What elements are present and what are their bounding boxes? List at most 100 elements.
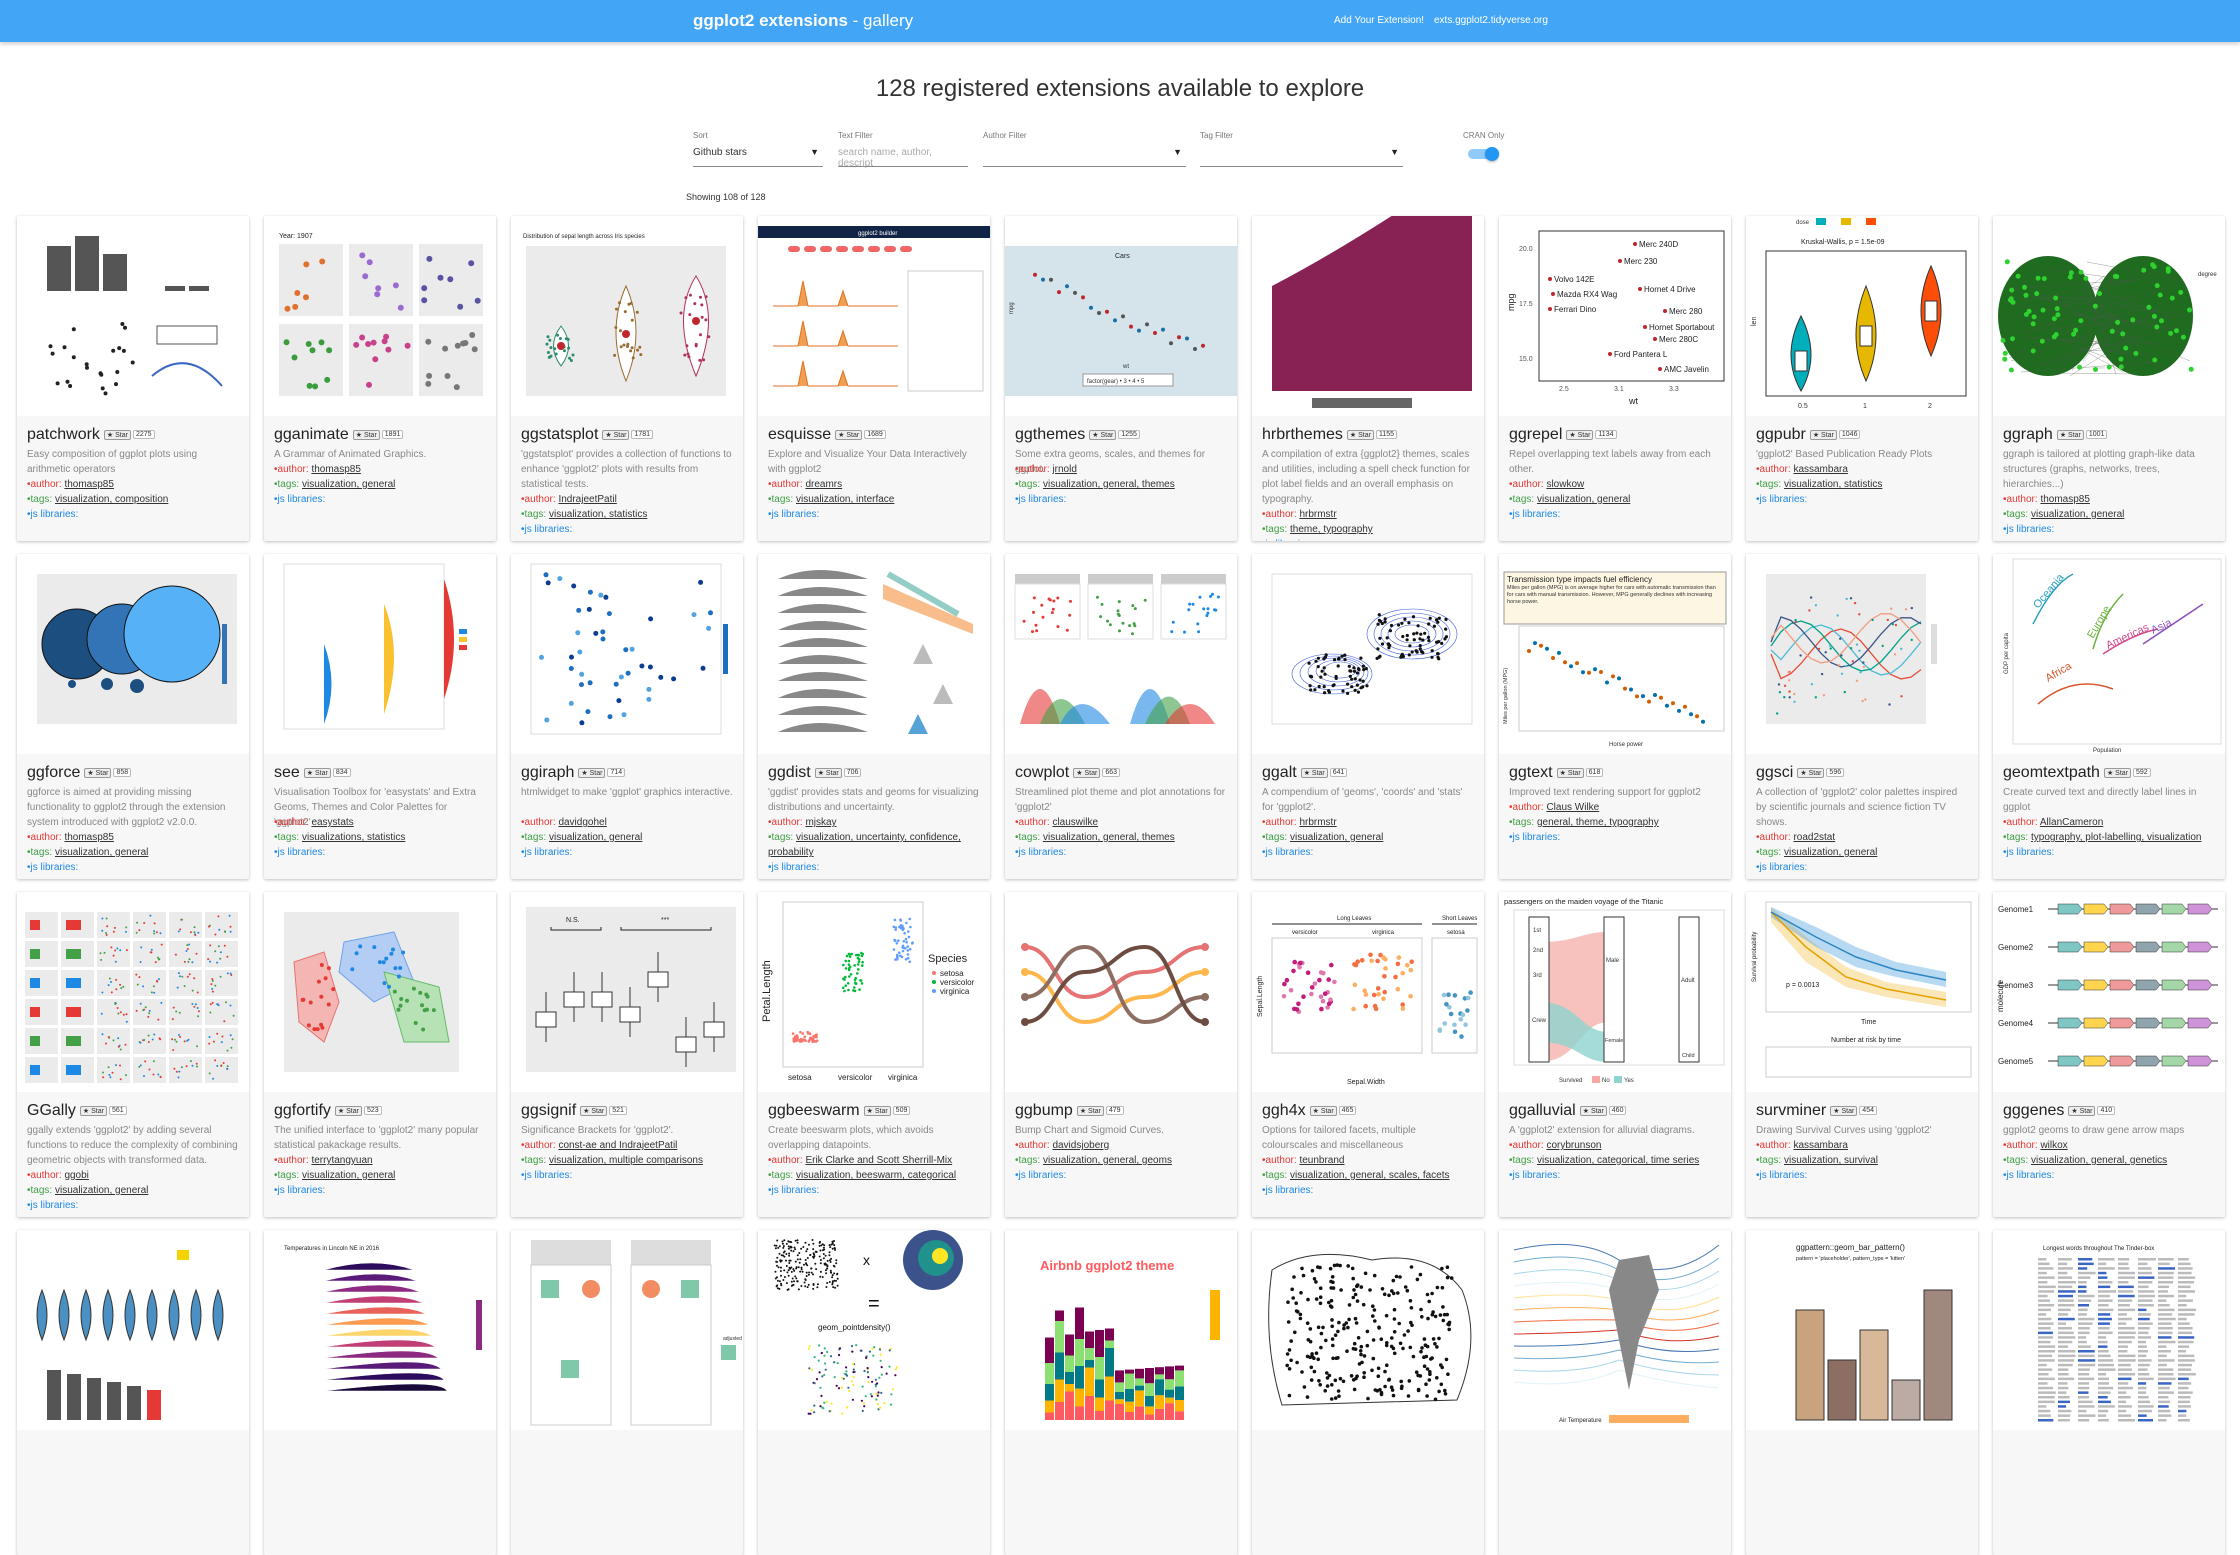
extension-name[interactable]: geomtextpath ★ Star 592 [2003,764,2151,782]
extension-card[interactable]: ggbump ★ Star 479 Bump Chart and Sigmoid Cu… [1005,892,1237,1217]
author-link[interactable]: Erik Clarke and Scott Sherrill-Mix [805,1155,953,1166]
cran-only-toggle[interactable] [1468,147,1499,161]
author-link[interactable]: thomasp85 [311,464,361,475]
tag-links[interactable]: visualization, beeswarm, categorical [795,1170,957,1181]
tag-links[interactable]: visualization, general [1783,847,1878,858]
extension-card[interactable]: ggsci ★ Star 596 A collection of 'ggplot2' … [1746,554,1978,879]
github-star-button[interactable]: ★ Star [1566,429,1594,440]
extension-name[interactable]: gganimate ★ Star 1891 [274,426,404,444]
author-link[interactable]: kassambara [1793,464,1848,475]
extension-name[interactable]: ggbeeswarm ★ Star 509 [768,1102,911,1120]
extension-card[interactable]: p = 0.0013 Time Number at risk by time Surv… [1746,892,1978,1217]
nav-site-link[interactable]: exts.ggplot2.tidyverse.org [1434,15,1548,26]
author-link[interactable]: kassambara [1793,1140,1848,1151]
extension-thumbnail[interactable]: Longest words throughout The Tinder-box [1993,1230,2225,1430]
extension-name[interactable]: ggpubr ★ Star 1046 [1756,426,1861,444]
extension-name[interactable]: ggsignif ★ Star 521 [521,1102,627,1120]
extension-thumbnail[interactable]: Oceania Europe Americas Asia Africa Populatio… [1993,554,2225,754]
tag-links[interactable]: visualization, interface [795,494,895,505]
author-link[interactable]: Claus Wilke [1546,802,1600,813]
tag-links[interactable]: visualization, general [548,832,643,843]
tag-links[interactable]: visualization, composition [54,494,169,505]
extension-thumbnail[interactable] [758,554,990,754]
github-star-button[interactable]: ★ Star [1076,1105,1104,1116]
extension-card[interactable]: Year: 1907 gganimate ★ Star 1891 A Grammar o… [264,216,496,541]
author-link[interactable]: hrbrmstr [1299,509,1337,520]
extension-card[interactable]: Air Temperature [1499,1230,1731,1555]
extension-card[interactable]: ggalt ★ Star 641 A compendium of 'geoms', '… [1252,554,1484,879]
author-link[interactable]: const-ae and IndrajeetPatil [558,1140,678,1151]
github-star-button[interactable]: ★ Star [303,767,331,778]
extension-name[interactable]: ggalluvial ★ Star 460 [1509,1102,1627,1120]
extension-card[interactable]: Oceania Europe Americas Asia Africa Populatio… [1993,554,2225,879]
extension-thumbnail[interactable]: Merc 240D Merc 230 Volvo 142E Hornet 4 Driv… [1499,216,1731,416]
tag-links[interactable]: typography, plot-labelling, visualizatio… [2030,832,2202,843]
extension-card[interactable] [1252,1230,1484,1555]
extension-card[interactable]: Airbnb ggplot2 theme [1005,1230,1237,1555]
author-link[interactable]: AllanCameron [2039,817,2104,828]
tag-links[interactable]: visualization, general, themes [1042,832,1175,843]
extension-thumbnail[interactable] [264,892,496,1092]
extension-thumbnail[interactable]: p = 0.0013 Time Number at risk by time Surv… [1746,892,1978,1092]
author-link[interactable]: thomasp85 [64,479,114,490]
author-link[interactable]: mjskay [805,817,837,828]
tag-links[interactable]: visualization, general [54,847,149,858]
tag-links[interactable]: visualization, general, geoms [1042,1155,1172,1166]
author-link[interactable]: clauswilke [1052,817,1099,828]
extension-card[interactable]: N.S. *** ggsignif ★ Star 521 Significance Bra… [511,892,743,1217]
github-star-button[interactable]: ★ Star [814,767,842,778]
github-star-button[interactable]: ★ Star [835,429,863,440]
tag-links[interactable]: visualizations, statistics [301,832,406,843]
github-star-button[interactable]: ★ Star [1309,1105,1337,1116]
sort-select[interactable]: Github stars ▼ [693,141,823,167]
author-link[interactable]: corybrunson [1546,1140,1602,1151]
extension-card[interactable] [17,1230,249,1555]
extension-card[interactable]: ggplot2 builder esquisse ★ Star 1689 Explore… [758,216,990,541]
extension-card[interactable]: ggforce ★ Star 858 ggforce is aimed at prov… [17,554,249,879]
github-star-button[interactable]: ★ Star [1089,429,1117,440]
extension-name[interactable]: cowplot ★ Star 663 [1015,764,1120,782]
github-star-button[interactable]: ★ Star [1809,429,1837,440]
extension-thumbnail[interactable] [511,554,743,754]
author-link[interactable]: thomasp85 [2040,494,2090,505]
extension-thumbnail[interactable]: Airbnb ggplot2 theme [1005,1230,1237,1430]
extension-card[interactable]: passengers on the maiden voyage of the T… [1499,892,1731,1217]
extension-thumbnail[interactable] [17,554,249,754]
extension-thumbnail[interactable]: passengers on the maiden voyage of the T… [1499,892,1731,1092]
extension-card[interactable]: patchwork ★ Star 2275 Easy composition of g… [17,216,249,541]
extension-name[interactable]: ggthemes ★ Star 1255 [1015,426,1140,444]
author-link[interactable]: davidsjoberg [1052,1140,1110,1151]
extension-card[interactable]: cowplot ★ Star 663 Streamlined plot theme a… [1005,554,1237,879]
extension-name[interactable]: patchwork ★ Star 2275 [27,426,155,444]
extension-card[interactable]: Distribution of sepal length across Iris… [511,216,743,541]
extension-card[interactable]: ggfortify ★ Star 523 The unified interface … [264,892,496,1217]
extension-name[interactable]: ggtext ★ Star 618 [1509,764,1604,782]
extension-name[interactable]: ggbump ★ Star 479 [1015,1102,1124,1120]
tag-links[interactable]: visualization, general, themes [1042,479,1175,490]
tag-links[interactable]: visualization, statistics [548,509,648,520]
tag-links[interactable]: theme, typography [1289,524,1373,535]
github-star-button[interactable]: ★ Star [79,1105,107,1116]
github-star-button[interactable]: ★ Star [2103,767,2132,778]
author-link[interactable]: teunbrand [1299,1155,1345,1166]
github-star-button[interactable]: ★ Star [84,767,112,778]
extension-name[interactable]: ggstatsplot ★ Star 1781 [521,426,654,444]
tag-links[interactable]: visualization, general [1289,832,1384,843]
extension-name[interactable]: ggfortify ★ Star 523 [274,1102,382,1120]
extension-card[interactable]: GGally ★ Star 561 ggally extends 'ggplot2' … [17,892,249,1217]
github-star-button[interactable]: ★ Star [2068,1105,2096,1116]
author-link[interactable]: dreamrs [805,479,843,490]
extension-thumbnail[interactable]: Long Leaves Short Leaves versicolor virgini… [1252,892,1484,1092]
extension-thumbnail[interactable]: ggplot2 builder [758,216,990,416]
github-star-button[interactable]: ★ Star [602,429,630,440]
extension-card[interactable]: x = geom_pointdensity() [758,1230,990,1555]
author-link[interactable]: road2stat [1793,832,1836,843]
extension-thumbnail[interactable] [17,216,249,416]
author-link[interactable]: jrnold [1052,464,1077,475]
extension-name[interactable]: gggenes ★ Star 410 [2003,1102,2116,1120]
extension-name[interactable]: see ★ Star 834 [274,764,351,782]
extension-thumbnail[interactable] [1252,216,1484,416]
extension-name[interactable]: ggalt ★ Star 641 [1262,764,1348,782]
extension-card[interactable]: ggiraph ★ Star 714 htmlwidget to make 'ggpl… [511,554,743,879]
github-star-button[interactable]: ★ Star [578,767,606,778]
